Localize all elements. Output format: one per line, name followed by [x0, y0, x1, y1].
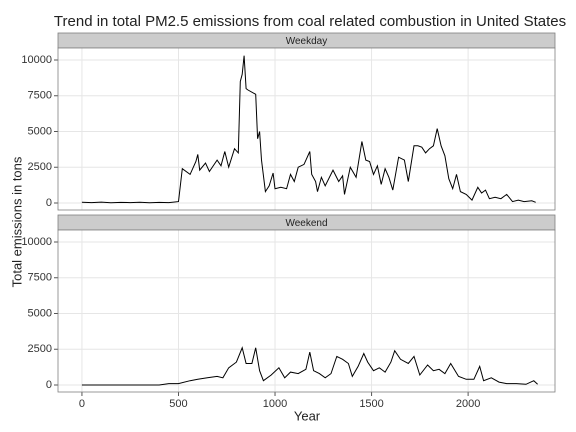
series-line: [81, 55, 536, 204]
strip-label: Weekday: [286, 36, 328, 47]
x-tick-label: 1000: [263, 398, 287, 410]
y-tick-label: 10000: [21, 236, 52, 248]
strip-label: Weekend: [285, 218, 327, 229]
series-line: [81, 346, 538, 386]
x-tick-label: 0: [79, 398, 85, 410]
y-tick-label: 0: [46, 197, 52, 209]
y-tick-label: 5000: [28, 125, 52, 137]
panel: [58, 48, 555, 210]
x-tick-label: 2000: [456, 398, 480, 410]
y-tick-label: 2500: [28, 343, 52, 355]
y-tick-label: 7500: [28, 272, 52, 284]
y-tick-label: 0: [46, 379, 52, 391]
y-tick-label: 5000: [28, 307, 52, 319]
panel-border: [57, 229, 556, 393]
panel-border: [57, 47, 556, 211]
x-tick-label: 500: [169, 398, 187, 410]
y-tick-label: 10000: [21, 54, 52, 66]
chart-title: Trend in total PM2.5 emissions from coal…: [54, 13, 566, 30]
y-tick-label: 7500: [28, 90, 52, 102]
y-axis-label: Total emissions in tons: [9, 156, 24, 287]
x-axis-label: Year: [294, 408, 321, 423]
y-tick-label: 2500: [28, 161, 52, 173]
x-tick-label: 1500: [359, 398, 383, 410]
